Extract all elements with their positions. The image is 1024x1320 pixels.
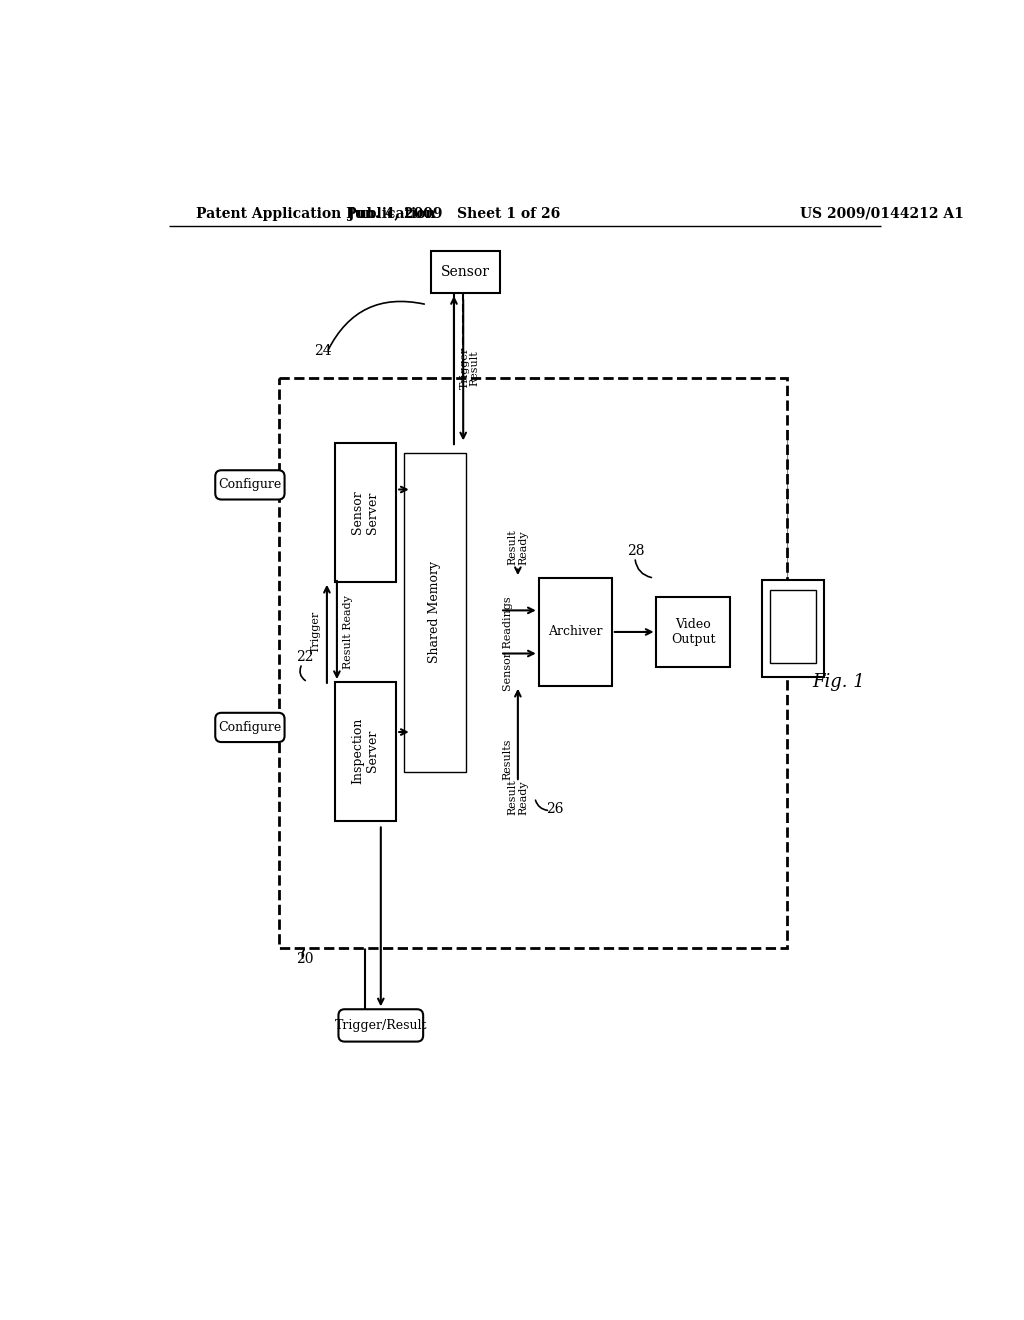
Text: US 2009/0144212 A1: US 2009/0144212 A1 bbox=[801, 207, 965, 220]
Text: Trigger/Result: Trigger/Result bbox=[335, 1019, 427, 1032]
Text: Fig. 1: Fig. 1 bbox=[813, 673, 865, 690]
Text: 20: 20 bbox=[296, 952, 313, 966]
Text: Jun. 4, 2009   Sheet 1 of 26: Jun. 4, 2009 Sheet 1 of 26 bbox=[348, 207, 560, 220]
Text: Sensor: Sensor bbox=[441, 265, 490, 279]
Text: Inspection
Server: Inspection Server bbox=[351, 718, 380, 784]
FancyBboxPatch shape bbox=[215, 470, 285, 499]
Text: 28: 28 bbox=[628, 544, 645, 558]
Text: Results: Results bbox=[503, 738, 513, 780]
FancyBboxPatch shape bbox=[215, 713, 285, 742]
Text: Shared Memory: Shared Memory bbox=[428, 561, 441, 664]
Text: 24: 24 bbox=[313, 345, 332, 358]
Bar bbox=[770, 590, 816, 663]
Bar bbox=[762, 581, 823, 677]
Text: Video
Output: Video Output bbox=[671, 618, 716, 645]
Bar bbox=[412, 701, 462, 763]
Bar bbox=[431, 251, 500, 293]
Text: Result: Result bbox=[469, 350, 479, 387]
Text: Archiver: Archiver bbox=[548, 626, 602, 639]
Text: Configure: Configure bbox=[218, 478, 282, 491]
Text: Trigger: Trigger bbox=[460, 347, 470, 389]
Bar bbox=[335, 682, 396, 821]
Text: 22: 22 bbox=[296, 651, 313, 664]
Bar bbox=[656, 597, 730, 667]
Text: Sensor Readings: Sensor Readings bbox=[503, 597, 513, 690]
Text: Trigger: Trigger bbox=[310, 611, 321, 653]
Bar bbox=[280, 378, 787, 948]
Bar bbox=[412, 459, 462, 520]
Text: 26: 26 bbox=[547, 803, 564, 816]
Text: Configure: Configure bbox=[218, 721, 282, 734]
Text: Sensor
Server: Sensor Server bbox=[351, 491, 380, 535]
Text: Result
Ready: Result Ready bbox=[507, 780, 528, 816]
FancyBboxPatch shape bbox=[339, 1010, 423, 1041]
Bar bbox=[335, 444, 396, 582]
Text: Patent Application Publication: Patent Application Publication bbox=[196, 207, 435, 220]
Text: Result Ready: Result Ready bbox=[343, 595, 353, 669]
Text: Result
Ready: Result Ready bbox=[507, 529, 528, 565]
Bar bbox=[539, 578, 611, 686]
Bar bbox=[403, 453, 466, 772]
